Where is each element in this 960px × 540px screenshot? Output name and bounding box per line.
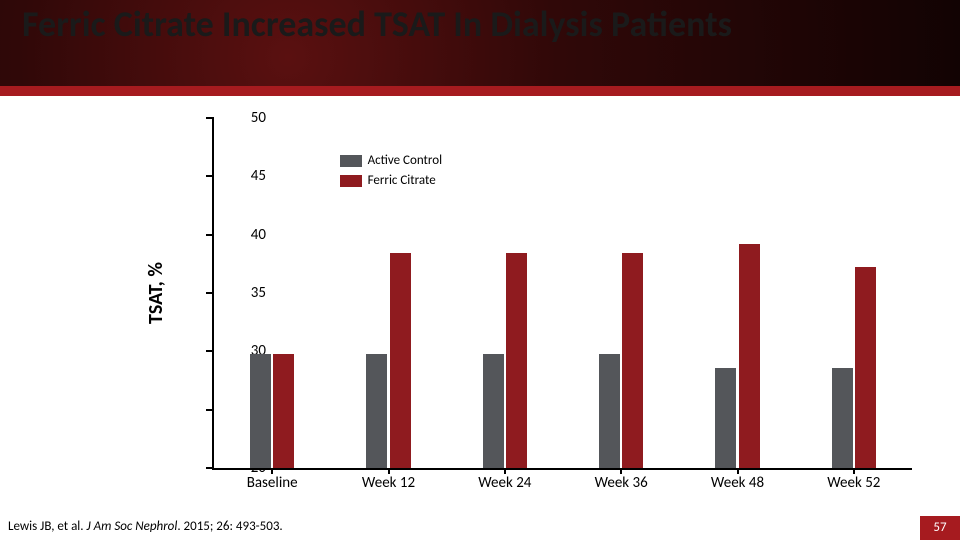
bar-active-control	[599, 354, 620, 468]
y-tick	[206, 175, 214, 177]
citation: Lewis JB, et al. J Am Soc Nephrol. 2015;…	[8, 519, 283, 534]
y-tick-label: 35	[226, 284, 266, 302]
legend-label: Ferric Citrate	[368, 173, 436, 188]
tsat-chart: TSAT, % 20253035404550BaselineWeek 12Wee…	[150, 118, 910, 496]
legend-swatch	[340, 155, 362, 167]
y-tick-label: 40	[226, 226, 266, 244]
y-tick	[206, 292, 214, 294]
y-tick	[206, 409, 214, 411]
x-tick-label: Week 52	[827, 474, 880, 492]
bar-active-control	[366, 354, 387, 468]
bar-active-control	[715, 368, 736, 468]
y-tick	[206, 350, 214, 352]
bar-active-control	[483, 354, 504, 468]
bar-active-control	[832, 368, 853, 468]
y-tick	[206, 117, 214, 119]
y-axis-title: TSAT, %	[144, 262, 168, 324]
x-tick-label: Week 36	[595, 474, 648, 492]
bar-ferric-citrate	[506, 253, 527, 468]
legend-item: Ferric Citrate	[340, 173, 436, 188]
x-tick-label: Week 12	[362, 474, 415, 492]
y-tick	[206, 234, 214, 236]
citation-journal: J Am Soc Nephrol	[87, 519, 178, 534]
bar-ferric-citrate	[622, 253, 643, 468]
x-tick-label: Week 24	[478, 474, 531, 492]
legend-item: Active Control	[340, 153, 442, 168]
y-tick-label: 45	[226, 167, 266, 185]
x-tick-label: Baseline	[247, 474, 298, 492]
legend-swatch	[340, 175, 362, 187]
header-accent-bar	[0, 86, 960, 96]
bar-ferric-citrate	[390, 253, 411, 468]
legend-label: Active Control	[368, 153, 442, 168]
y-tick	[206, 467, 214, 469]
bar-ferric-citrate	[739, 244, 760, 468]
bar-ferric-citrate	[855, 267, 876, 468]
citation-prefix: Lewis JB, et al.	[8, 519, 87, 534]
x-tick-label: Week 48	[711, 474, 764, 492]
y-tick-label: 50	[226, 109, 266, 127]
plot-region: TSAT, % 20253035404550BaselineWeek 12Wee…	[212, 118, 912, 470]
bar-ferric-citrate	[273, 354, 294, 468]
page-number: 57	[920, 516, 960, 540]
bar-active-control	[250, 354, 271, 468]
slide-title: Ferric Citrate Increased TSAT In Dialysi…	[22, 6, 922, 44]
citation-suffix: . 2015; 26: 493-503.	[177, 519, 282, 534]
